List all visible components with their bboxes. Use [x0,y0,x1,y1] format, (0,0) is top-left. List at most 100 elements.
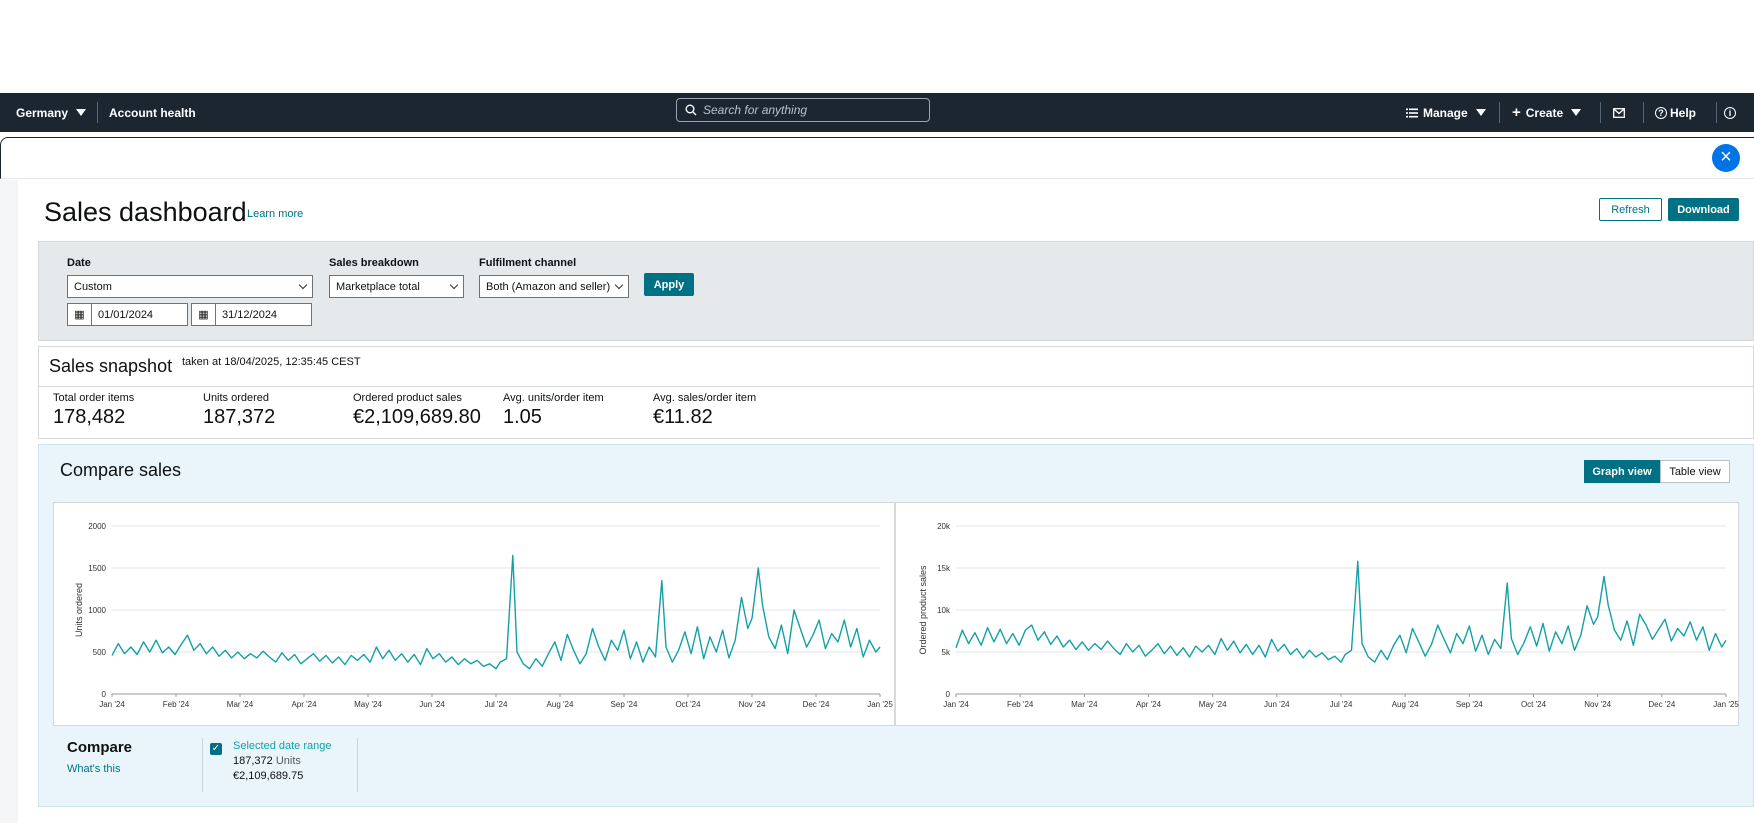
kpi-label: Total order items [53,392,135,404]
page-title: Sales dashboard [44,197,247,227]
refresh-button[interactable]: Refresh [1599,198,1662,221]
x-tick-label: Apr '24 [291,700,317,709]
close-icon: × [1720,146,1732,168]
kpi-label: Avg. sales/order item [653,392,757,404]
x-tick-label: May '24 [354,700,382,709]
kpi-value: 1.05 [503,406,542,428]
search-icon [685,104,697,116]
x-tick-label: Oct '24 [1521,700,1547,709]
whats-this-link[interactable]: What's this [67,763,121,775]
y-tick-label: 1500 [88,564,106,573]
info-icon: i [1724,106,1736,119]
snapshot-title: Sales snapshot [49,356,173,376]
create-label: Create [1525,105,1564,120]
snapshot-header: Sales snapshot taken at 18/04/2025, 12:3… [39,347,1753,387]
nav-divider [1600,102,1601,123]
date-select[interactable]: Custom [67,275,313,298]
x-tick-label: Jul '24 [485,700,508,709]
y-tick-label: 20k [937,522,951,531]
help-label: Help [1670,105,1697,120]
x-tick-label: Apr '24 [1136,700,1162,709]
kpi-value: €2,109,689.80 [353,406,481,428]
channel-select[interactable]: Both (Amazon and seller) [479,275,629,298]
end-date-value: 31/12/2024 [222,308,278,321]
breakdown-select-value: Marketplace total [336,280,420,293]
y-tick-label: 0 [102,690,107,699]
top-nav-bar: Germany Account health Manage + Create [0,93,1754,132]
apply-button[interactable]: Apply [644,273,694,296]
caret-down-icon [76,109,87,116]
close-panel-button[interactable]: × [1712,144,1740,172]
units-summary-value: 187,372 [233,755,273,767]
caret-down-icon [1571,109,1582,116]
x-tick-label: Jan '24 [99,700,125,709]
selected-range-label: Selected date range [233,740,332,752]
x-tick-label: Jun '24 [1264,700,1290,709]
x-tick-label: Jan '24 [943,700,969,709]
y-tick-label: 0 [946,690,951,699]
units-ordered-chart: 0 500 1000 1500 2000 Jan '24 Feb '24 Mar '24 Apr… [74,522,893,709]
x-tick-label: Feb '24 [163,700,190,709]
x-tick-label: Sep '24 [1456,700,1483,709]
sales-chart-box: 0 5k 10k 15k 20k Jan '24 Feb '24 Mar '24 Apr '24… [895,502,1739,726]
y-axis-title: Units ordered [74,583,84,637]
graph-view-toggle[interactable]: Graph view [1584,460,1660,483]
kpi-value: €11.82 [653,406,713,428]
x-tick-label: Nov '24 [1584,700,1611,709]
kpi-value: 187,372 [203,406,276,428]
sales-snapshot-panel: Sales snapshot taken at 18/04/2025, 12:3… [38,346,1754,439]
chevron-down-icon [614,280,624,290]
help-icon: ? [1655,106,1667,119]
x-tick-label: Jul '24 [1330,700,1353,709]
compare-title: Compare sales [60,460,182,480]
kpi-label: Ordered product sales [353,392,462,404]
help-button[interactable]: ? Help [1655,93,1696,132]
chevron-down-icon [298,280,308,290]
search-box[interactable] [676,98,930,122]
mail-icon [1613,107,1625,118]
messages-button[interactable] [1613,93,1625,132]
create-menu[interactable]: + Create [1512,93,1582,132]
learn-more-link[interactable]: Learn more [247,208,304,220]
caret-down-icon [1475,109,1486,116]
marketplace-label: Germany [16,105,69,120]
x-tick-label: Oct '24 [675,700,701,709]
table-view-toggle[interactable]: Table view [1660,460,1730,483]
units-chart-box: 0 500 1000 1500 2000 Jan '24 Feb '24 Mar '24 Apr… [53,502,895,726]
nav-divider [97,102,98,123]
filters-panel [38,241,1754,341]
search-input[interactable] [703,103,923,117]
manage-menu[interactable]: Manage [1406,93,1486,132]
manage-label: Manage [1423,105,1468,120]
kpi-label: Avg. units/order item [503,392,604,404]
y-tick-label: 15k [937,564,951,573]
end-date-field[interactable]: ▦ 31/12/2024 [191,303,312,326]
start-date-value: 01/01/2024 [98,308,154,321]
y-tick-label: 500 [93,648,107,657]
ordered-sales-chart: 0 5k 10k 15k 20k Jan '24 Feb '24 Mar '24 Apr '24… [918,522,1739,709]
panel-header [0,137,1754,179]
calendar-icon: ▦ [68,304,92,325]
selected-range-checkbox[interactable]: ✓ [210,743,222,755]
calendar-icon: ▦ [192,304,216,325]
kpi-value: 178,482 [53,406,126,428]
start-date-field[interactable]: ▦ 01/01/2024 [67,303,188,326]
units-summary: 187,372 Units [233,755,301,767]
date-label: Date [67,257,91,269]
x-tick-label: Aug '24 [1392,700,1419,709]
units-summary-word: Units [275,755,301,767]
info-button[interactable]: i [1724,93,1736,132]
compare-legend-title: Compare [67,739,133,756]
y-tick-label: 1000 [88,606,106,615]
x-tick-label: Sep '24 [611,700,638,709]
plus-icon: + [1512,104,1521,121]
sales-summary-value: €2,109,689.75 [233,770,304,782]
x-tick-label: Jan '25 [1713,700,1739,709]
breakdown-select[interactable]: Marketplace total [329,275,464,298]
marketplace-selector[interactable]: Germany [16,93,87,132]
x-tick-label: Nov '24 [739,700,766,709]
download-button[interactable]: Download [1668,198,1739,221]
date-select-value: Custom [74,280,112,293]
x-tick-label: May '24 [1199,700,1227,709]
account-health-link[interactable]: Account health [109,105,196,120]
